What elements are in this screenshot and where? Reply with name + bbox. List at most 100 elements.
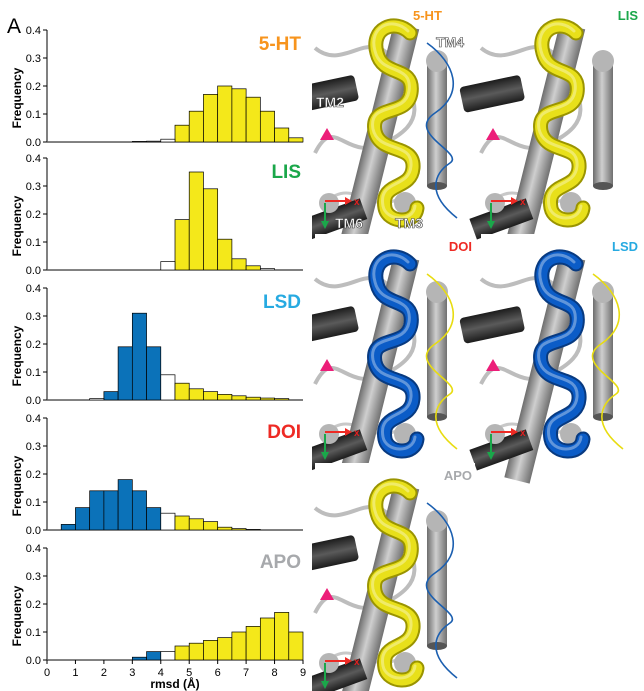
alternate-trace xyxy=(425,273,458,450)
bar-yellow xyxy=(188,388,204,401)
ligand-label: APO xyxy=(260,552,301,573)
y-tick-label: 0.2 xyxy=(26,599,41,611)
alternate-trace xyxy=(425,502,458,679)
tm2-cylinder xyxy=(312,535,359,573)
bar-yellow xyxy=(217,526,233,531)
bar-yellow xyxy=(288,137,304,143)
bottom-cylinder xyxy=(312,198,368,240)
background-loop xyxy=(313,275,417,385)
pocket-marker xyxy=(486,128,500,140)
bar-yellow xyxy=(203,391,219,401)
y-tick-label: 0.3 xyxy=(26,311,41,323)
bar-yellow xyxy=(259,617,275,661)
cylinder-end xyxy=(427,413,447,421)
bar-yellow xyxy=(188,518,204,531)
y-tick-label: 0.0 xyxy=(26,265,41,277)
tm3-cylinder xyxy=(427,58,447,186)
bar-blue xyxy=(60,524,76,531)
bar-blue xyxy=(117,346,133,401)
bar-yellow xyxy=(245,396,261,401)
panel-a-histograms: A 0.00.10.20.30.4Frequency5-HT0.00.10.20… xyxy=(7,15,306,691)
bar-blue xyxy=(146,651,162,661)
tm3-cylinder xyxy=(593,289,613,417)
cylinder-cap xyxy=(319,653,339,673)
cylinder-end xyxy=(427,182,447,190)
x-tick-label: 2 xyxy=(101,667,107,679)
bar-blue xyxy=(146,346,162,401)
bar-white xyxy=(160,261,176,271)
x-tick-label: 0 xyxy=(44,667,50,679)
bar-yellow xyxy=(274,127,290,143)
ligand-label: LIS xyxy=(271,162,301,183)
helix-tube xyxy=(535,20,589,226)
bottom-cylinder xyxy=(312,429,368,471)
background-loop xyxy=(313,504,417,614)
bar-white xyxy=(160,512,176,531)
y-tick-label: 0.0 xyxy=(26,655,41,667)
bar-yellow xyxy=(217,394,233,401)
y-axis-label: Frequency xyxy=(10,67,24,128)
x-tick-label: 9 xyxy=(300,667,306,679)
x-tick-label: 6 xyxy=(215,667,221,679)
y-tick-label: 0.0 xyxy=(26,525,41,537)
panel-a-label: A xyxy=(7,15,21,38)
bar-blue xyxy=(146,507,162,531)
cylinder-cap xyxy=(319,193,339,213)
helix-highlight xyxy=(371,22,417,220)
ligand-label: 5-HT xyxy=(259,34,302,55)
bar-yellow xyxy=(231,88,247,143)
tm2-cylinder xyxy=(312,306,359,344)
cylinder-cap xyxy=(426,50,448,72)
bar-white xyxy=(259,268,275,271)
bar-yellow xyxy=(188,171,204,271)
bar-yellow xyxy=(259,110,275,143)
x-axis-letter: x xyxy=(354,197,360,208)
cylinder-end xyxy=(593,413,613,421)
bar-yellow xyxy=(174,515,190,531)
bar-yellow xyxy=(274,612,290,661)
helix-tube xyxy=(369,20,423,226)
bar-yellow xyxy=(245,96,261,143)
x-tick-label: 7 xyxy=(243,667,249,679)
bar-yellow xyxy=(203,188,219,271)
structure-ligand-label: DOI xyxy=(449,239,472,254)
bar-yellow xyxy=(174,645,190,661)
helix-highlight xyxy=(371,482,417,680)
cylinder-end xyxy=(593,182,613,190)
y-tick-label: 0.2 xyxy=(26,339,41,351)
y-tick-label: 0.3 xyxy=(26,441,41,453)
alternate-trace xyxy=(425,42,458,219)
bar-yellow xyxy=(203,94,219,143)
tm2-cylinder xyxy=(312,75,359,113)
y-axis-label: Frequency xyxy=(10,585,24,646)
tm2-cylinder xyxy=(459,75,525,113)
pocket-marker xyxy=(320,588,334,600)
y-tick-label: 0.3 xyxy=(26,181,41,193)
structure-ligand-label: APO xyxy=(444,468,472,483)
tm2-label: TM2 xyxy=(316,94,344,110)
histogram-5-ht: 0.0 0.1 0.2 0.3 0.4 Frequency 5-HT xyxy=(10,25,304,149)
background-loop xyxy=(313,44,417,154)
x-axis-arrowhead xyxy=(511,197,518,205)
cylinder-cap xyxy=(319,424,339,444)
bar-blue xyxy=(89,490,105,531)
bar-yellow xyxy=(245,626,261,661)
bar-blue xyxy=(75,507,91,531)
tm6-label: TM6 xyxy=(335,215,363,231)
bar-yellow xyxy=(203,640,219,661)
bar-yellow xyxy=(245,529,261,531)
bar-yellow xyxy=(231,528,247,531)
bar-white xyxy=(131,141,147,143)
bar-yellow xyxy=(174,382,190,401)
bottom-cylinder xyxy=(312,658,368,691)
tm4-label: TM4 xyxy=(436,34,464,50)
cylinder-cap xyxy=(426,510,448,532)
x-tick-label: 3 xyxy=(129,667,135,679)
bar-yellow xyxy=(188,642,204,661)
structure-lis: x LIS xyxy=(459,3,641,253)
histogram-lis: 0.0 0.1 0.2 0.3 0.4 Frequency LIS xyxy=(10,153,303,277)
bar-yellow xyxy=(217,238,233,271)
background-loop xyxy=(479,44,583,154)
histogram-apo: 0.0 0.1 0.2 0.3 0.4 Frequency APO 0 1 2 3 4 5 6 7 8 9 rms… xyxy=(10,543,306,691)
bottom-cylinder xyxy=(469,198,534,240)
